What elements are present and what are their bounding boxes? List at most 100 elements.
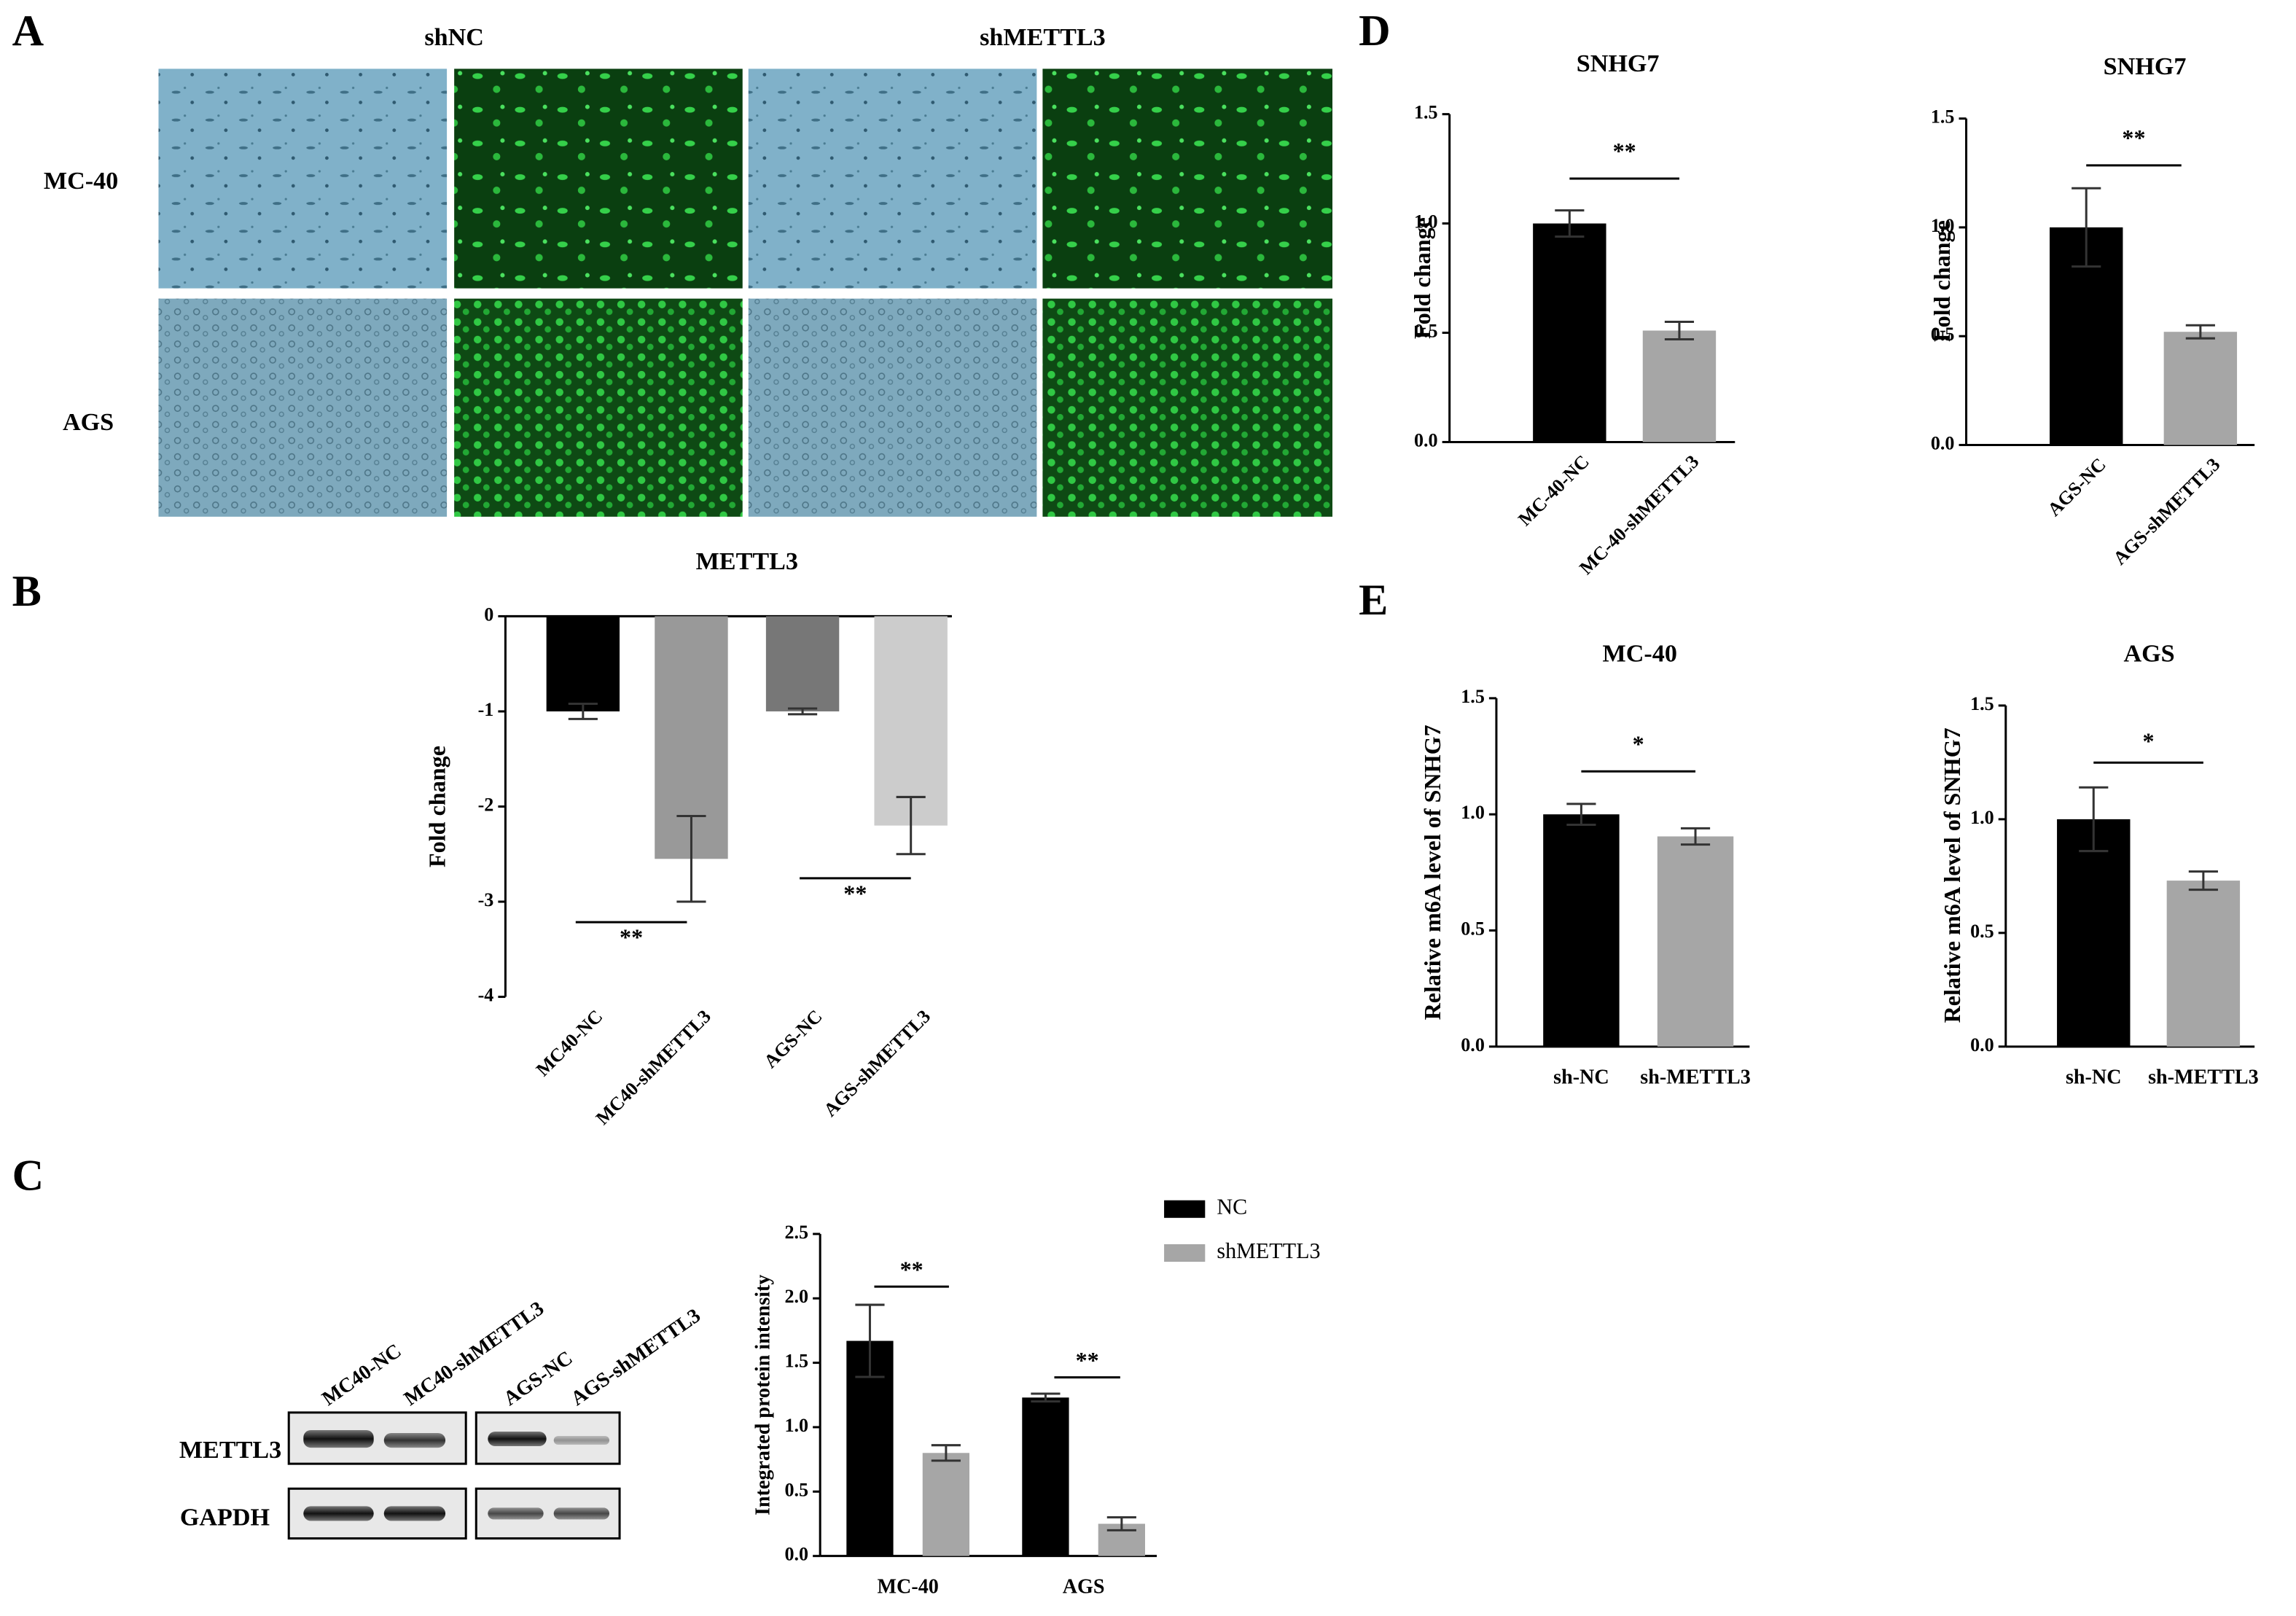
significance-label: ** [1613, 138, 1636, 164]
blot-band [488, 1507, 544, 1520]
bar [546, 616, 620, 711]
micrograph [1042, 298, 1333, 517]
x-tick-label: AGS-NC [760, 1006, 826, 1072]
bar [1642, 330, 1717, 442]
chart-title: SNHG7 [1577, 50, 1660, 77]
y-tick-label: 1.0 [1414, 211, 1438, 233]
x-tick-label: MC-40 [878, 1575, 939, 1598]
x-tick-label: MC40-shMETTL3 [592, 1006, 715, 1129]
legend-swatch [1164, 1244, 1206, 1262]
y-tick-label: 0 [484, 604, 493, 625]
y-tick-label: -2 [478, 794, 494, 815]
blot-band [383, 1506, 446, 1521]
x-tick-label: sh-NC [2066, 1066, 2122, 1088]
y-tick-label: 2.5 [784, 1222, 808, 1243]
y-tick-label: 1.0 [784, 1415, 808, 1436]
y-tick-label: 2.0 [784, 1286, 808, 1307]
y-tick-label: 0.5 [1970, 921, 1994, 942]
y-axis-label: Fold change [1929, 220, 1955, 342]
micrograph [454, 69, 743, 289]
y-tick-label: 0.5 [1931, 324, 1955, 345]
blot-band [303, 1506, 374, 1521]
micrograph [158, 298, 448, 517]
column-label: shNC [424, 24, 484, 51]
bar [874, 616, 948, 826]
y-tick-label: 0.5 [1461, 918, 1485, 939]
x-tick-label: MC-40-NC [1514, 451, 1593, 531]
y-tick-label: 0.0 [1461, 1034, 1485, 1055]
x-tick-label: sh-METTL3 [1640, 1066, 1751, 1088]
y-tick-label: 1.5 [784, 1351, 808, 1372]
bar [1543, 814, 1620, 1047]
column-label: shMETTL3 [980, 24, 1106, 51]
micrograph [1042, 69, 1333, 289]
x-tick-label: AGS-NC [2044, 454, 2110, 520]
y-tick-label: -3 [478, 889, 494, 910]
bar [1022, 1397, 1069, 1556]
y-tick-label: 1.5 [1461, 686, 1485, 707]
y-tick-label: 0.0 [1414, 429, 1438, 450]
significance-label: ** [843, 880, 867, 906]
y-tick-label: -4 [478, 985, 494, 1006]
y-axis-label: Fold change [423, 746, 450, 867]
legend-label: shMETTL3 [1217, 1238, 1320, 1263]
chart-title: AGS [2123, 640, 2174, 667]
y-tick-label: 1.5 [1414, 102, 1438, 123]
significance-label: ** [900, 1256, 924, 1282]
panel-label: B [12, 567, 42, 616]
blot-band [553, 1507, 609, 1520]
bar [2057, 819, 2131, 1047]
bar [922, 1453, 970, 1556]
significance-label: ** [1076, 1347, 1099, 1373]
y-tick-label: 1.0 [1931, 215, 1955, 236]
micrograph [454, 298, 743, 517]
blot-band [383, 1432, 446, 1448]
significance-label: ** [2122, 125, 2145, 151]
row-label: AGS [63, 409, 114, 436]
blot-band [488, 1431, 547, 1447]
row-label: MC-40 [44, 168, 118, 195]
x-tick-label: sh-NC [1553, 1066, 1609, 1088]
significance-label: * [2143, 728, 2155, 754]
y-tick-label: 1.0 [1461, 802, 1485, 823]
protein-label: METTL3 [179, 1437, 281, 1464]
micrograph [748, 298, 1037, 517]
micrograph [748, 69, 1037, 289]
x-tick-label: MC40-NC [532, 1006, 606, 1080]
bar [2163, 332, 2238, 445]
micrographs [158, 69, 1333, 517]
y-tick-label: 1.5 [1931, 106, 1955, 128]
x-tick-label: AGS [1063, 1575, 1105, 1598]
blot-band [303, 1429, 374, 1448]
y-axis-label: Relative m6A level of SNHG7 [1939, 727, 1965, 1023]
x-tick-label: sh-METTL3 [2148, 1066, 2259, 1088]
western-blot [287, 1411, 621, 1540]
micrograph [158, 69, 448, 289]
panel-label: D [1359, 7, 1390, 55]
panel-label: C [12, 1151, 44, 1200]
y-axis-label: Relative m6A level of SNHG7 [1419, 725, 1445, 1020]
y-tick-label: 1.0 [1970, 807, 1994, 828]
y-axis-label: Fold change [1409, 217, 1435, 339]
lane-label: AGS-NC [499, 1347, 577, 1410]
lane-label: MC40-NC [318, 1340, 405, 1410]
y-tick-label: 1.5 [1970, 693, 1994, 714]
lane-label: AGS-shMETTL3 [567, 1304, 705, 1410]
y-tick-label: -1 [478, 699, 494, 720]
chart-title: METTL3 [696, 548, 798, 575]
bar [1533, 223, 1606, 442]
blot-band [553, 1435, 609, 1445]
chart-title: MC-40 [1603, 640, 1677, 667]
panel-label: E [1359, 576, 1388, 625]
y-tick-label: 0.0 [1970, 1034, 1994, 1055]
bar [1657, 836, 1734, 1047]
y-tick-label: 0.5 [784, 1479, 808, 1500]
panel-label: A [12, 7, 44, 55]
legend-label: NC [1217, 1195, 1247, 1219]
x-tick-label: AGS-shMETTL3 [819, 1006, 934, 1121]
protein-label: GAPDH [180, 1504, 270, 1531]
significance-label: * [1633, 731, 1644, 757]
y-tick-label: 0.0 [784, 1544, 808, 1565]
